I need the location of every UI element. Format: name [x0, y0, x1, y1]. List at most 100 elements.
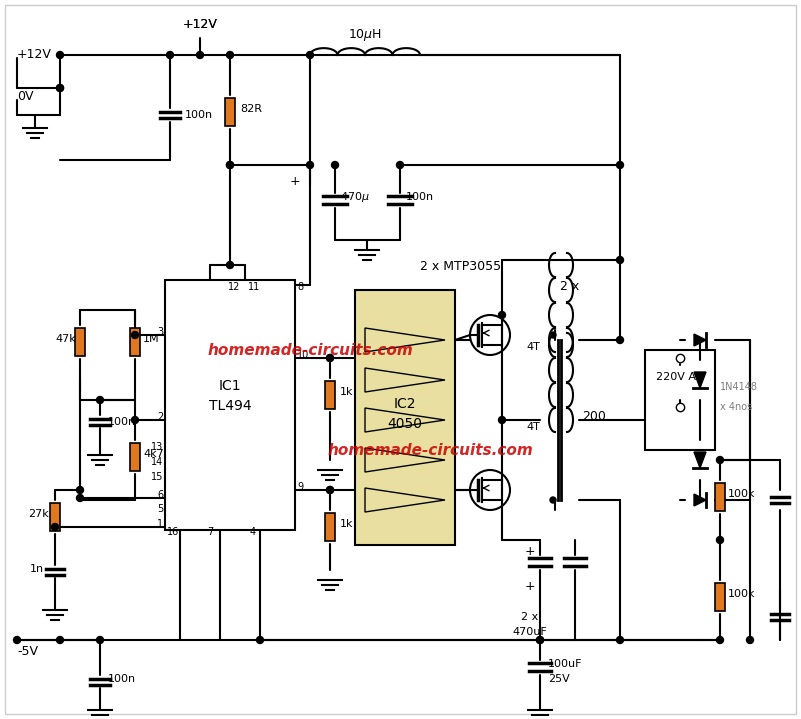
Text: +: + [525, 580, 535, 593]
Text: 9: 9 [297, 482, 303, 492]
Text: 470$\mu$: 470$\mu$ [340, 190, 370, 204]
Polygon shape [694, 494, 706, 506]
Circle shape [470, 470, 510, 510]
Circle shape [537, 636, 544, 644]
Text: homemade-circuits.com: homemade-circuits.com [327, 443, 533, 458]
Circle shape [617, 162, 623, 168]
Text: x 4nos: x 4nos [720, 402, 752, 412]
Text: 25V: 25V [548, 674, 570, 684]
Circle shape [57, 636, 63, 644]
Circle shape [131, 331, 139, 339]
Circle shape [747, 636, 754, 644]
Circle shape [327, 487, 333, 493]
Text: 15: 15 [151, 472, 163, 482]
Circle shape [77, 495, 83, 501]
Circle shape [227, 262, 234, 268]
Circle shape [327, 487, 333, 493]
Bar [225, 98, 235, 126]
Bar [715, 483, 725, 511]
Circle shape [717, 536, 723, 544]
Bar [75, 328, 85, 356]
Circle shape [57, 85, 63, 91]
Text: 7: 7 [207, 527, 213, 537]
Circle shape [617, 257, 623, 263]
Bar [50, 503, 60, 531]
Text: +12V: +12V [183, 18, 217, 31]
Bar [165, 280, 295, 530]
Circle shape [550, 497, 556, 503]
Text: 2 x MTP3055: 2 x MTP3055 [420, 260, 501, 273]
Text: 3: 3 [157, 327, 163, 337]
Circle shape [57, 52, 63, 58]
Text: 1k: 1k [340, 519, 353, 529]
Circle shape [131, 416, 139, 423]
Text: 100k: 100k [728, 489, 755, 499]
Text: 100n: 100n [108, 417, 136, 427]
Bar [130, 328, 140, 356]
Text: IC2: IC2 [394, 396, 417, 411]
Text: 10$\mu$H: 10$\mu$H [348, 27, 382, 43]
Circle shape [498, 416, 505, 423]
Text: 1n: 1n [30, 564, 44, 574]
Text: 82R: 82R [240, 104, 262, 114]
Text: 1k: 1k [340, 387, 353, 397]
Text: 100n: 100n [185, 110, 213, 120]
Text: IC1: IC1 [219, 379, 241, 393]
Circle shape [617, 636, 623, 644]
Text: 4050: 4050 [388, 416, 422, 431]
Text: 10: 10 [297, 350, 309, 360]
Circle shape [256, 636, 264, 644]
Circle shape [227, 162, 234, 168]
Circle shape [227, 52, 234, 58]
Text: 100k: 100k [728, 589, 755, 599]
Text: 14: 14 [151, 457, 163, 467]
Text: 100n: 100n [406, 192, 434, 202]
Circle shape [96, 396, 103, 403]
Polygon shape [694, 452, 706, 468]
Text: 1: 1 [157, 519, 163, 529]
Text: +: + [289, 175, 300, 188]
Circle shape [307, 52, 313, 58]
Circle shape [96, 636, 103, 644]
Circle shape [51, 523, 58, 531]
Circle shape [332, 162, 339, 168]
Circle shape [196, 52, 203, 58]
Text: 27k: 27k [28, 509, 49, 519]
Text: 16: 16 [167, 527, 179, 537]
Circle shape [167, 52, 174, 58]
Text: 4T: 4T [526, 422, 540, 432]
Text: +: + [525, 545, 535, 558]
Text: +12V: +12V [183, 18, 217, 31]
Text: 4: 4 [250, 527, 256, 537]
Text: 2: 2 [157, 412, 163, 422]
Text: 47k: 47k [55, 334, 76, 344]
Circle shape [14, 636, 21, 644]
Text: 12: 12 [227, 282, 240, 292]
Text: +12V: +12V [17, 48, 52, 61]
Circle shape [307, 162, 313, 168]
Text: -5V: -5V [17, 645, 38, 658]
Text: 0V: 0V [17, 90, 34, 103]
Bar [130, 443, 140, 471]
Circle shape [498, 311, 505, 319]
Circle shape [550, 332, 556, 338]
Circle shape [717, 636, 723, 644]
Text: 6: 6 [157, 490, 163, 500]
Circle shape [77, 487, 83, 493]
Text: 11: 11 [248, 282, 260, 292]
Text: homemade-circuits.com: homemade-circuits.com [207, 343, 413, 358]
Text: 5: 5 [157, 504, 163, 514]
Text: 220V AC: 220V AC [656, 372, 704, 382]
Circle shape [617, 336, 623, 344]
Text: 1N4148: 1N4148 [720, 382, 758, 392]
Text: 4k7: 4k7 [143, 449, 163, 459]
Text: 13: 13 [151, 442, 163, 452]
Bar [325, 513, 335, 541]
Circle shape [396, 162, 404, 168]
Circle shape [57, 85, 63, 91]
Text: 2 x: 2 x [560, 280, 579, 293]
Circle shape [227, 162, 234, 168]
Text: 100uF: 100uF [548, 659, 582, 669]
Bar [325, 381, 335, 409]
Bar [645, 350, 715, 450]
